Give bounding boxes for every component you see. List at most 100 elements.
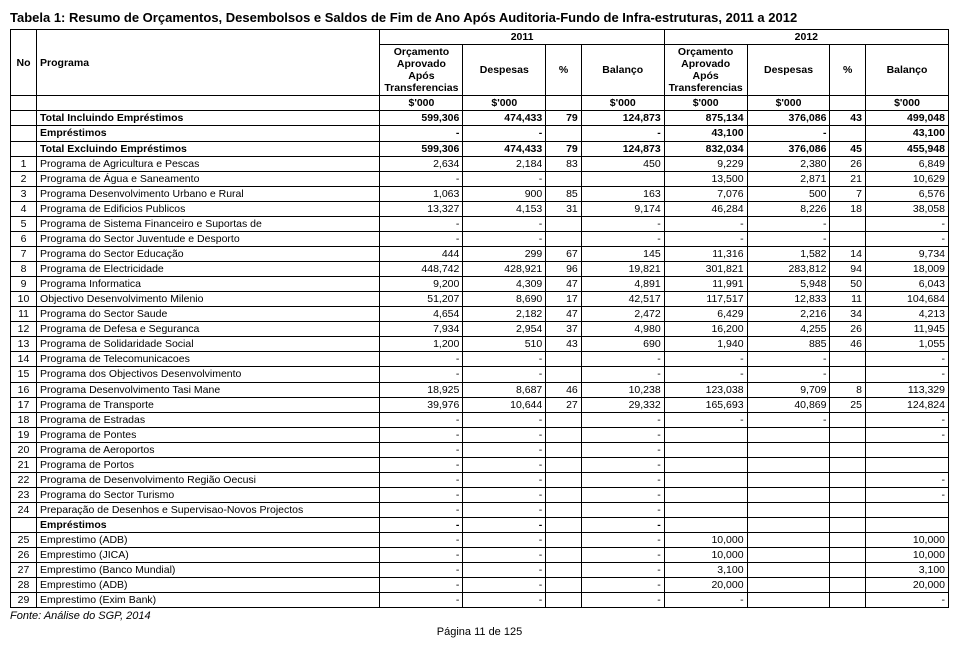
cell-a4: -: [581, 442, 664, 457]
cell-b2: [747, 503, 830, 518]
cell-a4: 163: [581, 186, 664, 201]
cell-no: [11, 141, 37, 156]
cell-no: 24: [11, 503, 37, 518]
cell-a3: [546, 548, 582, 563]
hdr-unit-blank3: [546, 96, 582, 111]
cell-a3: [546, 367, 582, 382]
cell-b3: [830, 578, 866, 593]
cell-b2: 2,216: [747, 307, 830, 322]
cell-b4: 11,945: [865, 322, 948, 337]
cell-b1: 301,821: [664, 262, 747, 277]
hdr-unit-5: $'000: [747, 96, 830, 111]
cell-no: 28: [11, 578, 37, 593]
cell-a4: -: [581, 126, 664, 141]
budget-table: No Programa 2011 2012 Orçamento Aprovado…: [10, 29, 949, 608]
hdr-programa: Programa: [37, 30, 380, 96]
cell-prog: Programa de Agricultura e Pescas: [37, 156, 380, 171]
cell-b1: -: [664, 216, 747, 231]
cell-b1: 1,940: [664, 337, 747, 352]
cell-a1: 2,634: [380, 156, 463, 171]
cell-b2: 283,812: [747, 262, 830, 277]
hdr-bal-2011: Balanço: [581, 45, 664, 96]
cell-a3: [546, 216, 582, 231]
cell-no: 6: [11, 231, 37, 246]
hdr-orc-2011: Orçamento Aprovado Após Transferencias: [380, 45, 463, 96]
cell-b2: [747, 427, 830, 442]
cell-a2: -: [463, 472, 546, 487]
cell-no: 25: [11, 533, 37, 548]
cell-a2: -: [463, 412, 546, 427]
hdr-unit-4: $'000: [664, 96, 747, 111]
cell-b3: 8: [830, 382, 866, 397]
cell-a1: 39,976: [380, 397, 463, 412]
cell-b3: [830, 548, 866, 563]
table-row: 10Objectivo Desenvolvimento Milenio51,20…: [11, 292, 949, 307]
cell-a4: -: [581, 593, 664, 608]
table-row: 29Emprestimo (Exim Bank)-----: [11, 593, 949, 608]
cell-a1: 18,925: [380, 382, 463, 397]
cell-no: 18: [11, 412, 37, 427]
cell-b2: [747, 548, 830, 563]
cell-b4: 499,048: [865, 111, 948, 126]
cell-prog: Programa de Estradas: [37, 412, 380, 427]
cell-a2: 2,182: [463, 307, 546, 322]
cell-b4: -: [865, 216, 948, 231]
table-row: 2Programa de Água e Saneamento--13,5002,…: [11, 171, 949, 186]
cell-a1: -: [380, 442, 463, 457]
table-row: 23Programa do Sector Turismo----: [11, 487, 949, 502]
cell-no: 4: [11, 201, 37, 216]
cell-a2: -: [463, 503, 546, 518]
cell-a4: -: [581, 367, 664, 382]
table-row: 14Programa de Telecomunicacoes------: [11, 352, 949, 367]
cell-b1: -: [664, 352, 747, 367]
cell-no: 29: [11, 593, 37, 608]
table-row: Total Incluindo Empréstimos599,306474,43…: [11, 111, 949, 126]
cell-prog: Programa de Aeroportos: [37, 442, 380, 457]
cell-b2: -: [747, 231, 830, 246]
cell-b3: [830, 412, 866, 427]
hdr-unit-2: $'000: [463, 96, 546, 111]
cell-prog: Programa dos Objectivos Desenvolvimento: [37, 367, 380, 382]
table-row: 4Programa de Edificios Publicos13,3274,1…: [11, 201, 949, 216]
cell-b4: 18,009: [865, 262, 948, 277]
cell-a2: -: [463, 518, 546, 533]
cell-a1: 7,934: [380, 322, 463, 337]
cell-a4: 10,238: [581, 382, 664, 397]
cell-a4: 124,873: [581, 111, 664, 126]
cell-a4: 450: [581, 156, 664, 171]
cell-b2: 2,380: [747, 156, 830, 171]
cell-a1: 599,306: [380, 111, 463, 126]
cell-b4: 6,849: [865, 156, 948, 171]
cell-b1: [664, 518, 747, 533]
cell-b3: 50: [830, 277, 866, 292]
cell-a4: -: [581, 578, 664, 593]
cell-a2: 510: [463, 337, 546, 352]
hdr-year1: 2011: [380, 30, 664, 45]
cell-b4: 124,824: [865, 397, 948, 412]
cell-b3: [830, 442, 866, 457]
cell-a1: 9,200: [380, 277, 463, 292]
cell-b4: 455,948: [865, 141, 948, 156]
cell-a1: -: [380, 412, 463, 427]
hdr-unit-blank4: [830, 96, 866, 111]
cell-a1: 1,063: [380, 186, 463, 201]
cell-a3: [546, 593, 582, 608]
cell-no: 26: [11, 548, 37, 563]
table-row: 9Programa Informatica9,2004,309474,89111…: [11, 277, 949, 292]
cell-b3: [830, 457, 866, 472]
cell-a2: 474,433: [463, 111, 546, 126]
cell-prog: Programa do Sector Educação: [37, 246, 380, 261]
cell-a3: 79: [546, 111, 582, 126]
cell-a3: 83: [546, 156, 582, 171]
cell-a1: -: [380, 548, 463, 563]
cell-prog: Emprestimo (Exim Bank): [37, 593, 380, 608]
cell-b2: 1,582: [747, 246, 830, 261]
cell-a2: -: [463, 171, 546, 186]
cell-a3: [546, 518, 582, 533]
cell-a2: -: [463, 457, 546, 472]
cell-b4: 10,000: [865, 548, 948, 563]
cell-prog: Programa de Edificios Publicos: [37, 201, 380, 216]
hdr-unit-6: $'000: [865, 96, 948, 111]
cell-a4: [581, 171, 664, 186]
cell-a2: -: [463, 548, 546, 563]
